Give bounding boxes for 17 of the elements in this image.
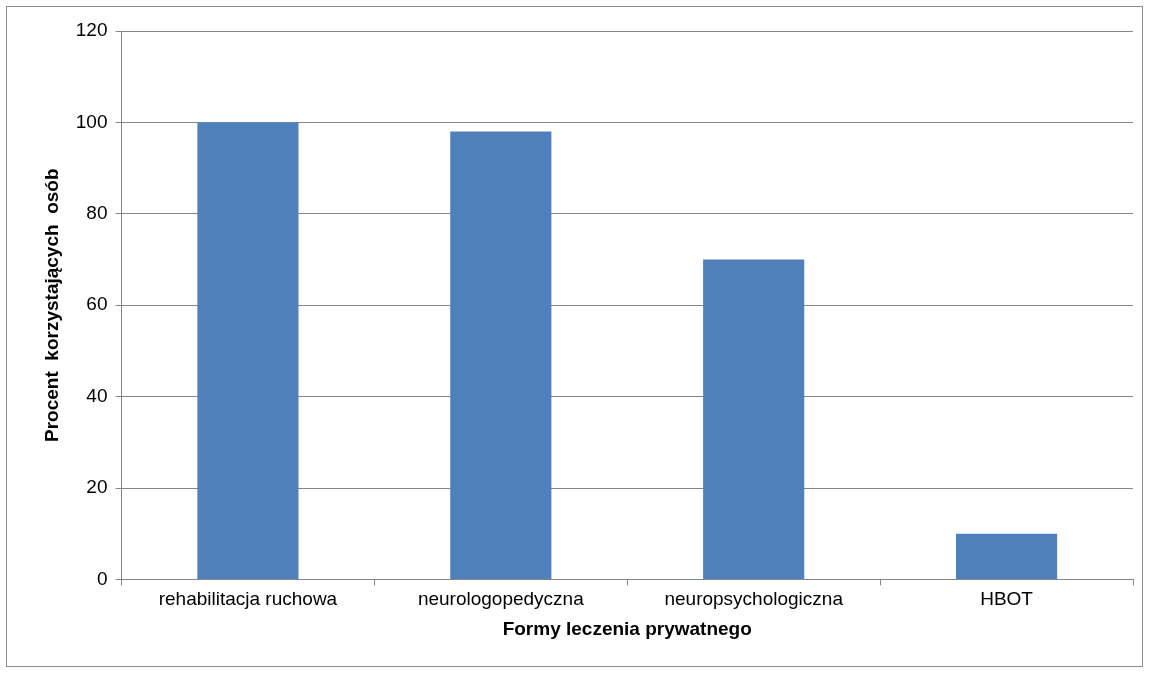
- y-tick-label: 60: [86, 293, 108, 315]
- x-axis-title: Formy leczenia prywatnego: [502, 617, 752, 639]
- y-tick-label: 80: [86, 202, 108, 224]
- bar: [955, 533, 1058, 579]
- bar: [450, 131, 552, 579]
- y-tick-label: 0: [96, 567, 108, 589]
- y-tick-label: 100: [75, 110, 108, 132]
- x-tick-label: rehabilitacja ruchowa: [158, 588, 338, 610]
- x-tick-label: HBOT: [980, 588, 1034, 610]
- y-tick-label: 40: [86, 384, 108, 406]
- y-tick-label: 20: [86, 476, 108, 498]
- bar: [703, 259, 805, 579]
- x-tick-label: neurologopedyczna: [417, 588, 585, 610]
- y-tick-label: 120: [75, 19, 108, 41]
- y-axis-title: Procent korzystających osób: [40, 168, 62, 442]
- x-tick-label: neuropsychologiczna: [664, 588, 844, 610]
- bar: [197, 122, 299, 579]
